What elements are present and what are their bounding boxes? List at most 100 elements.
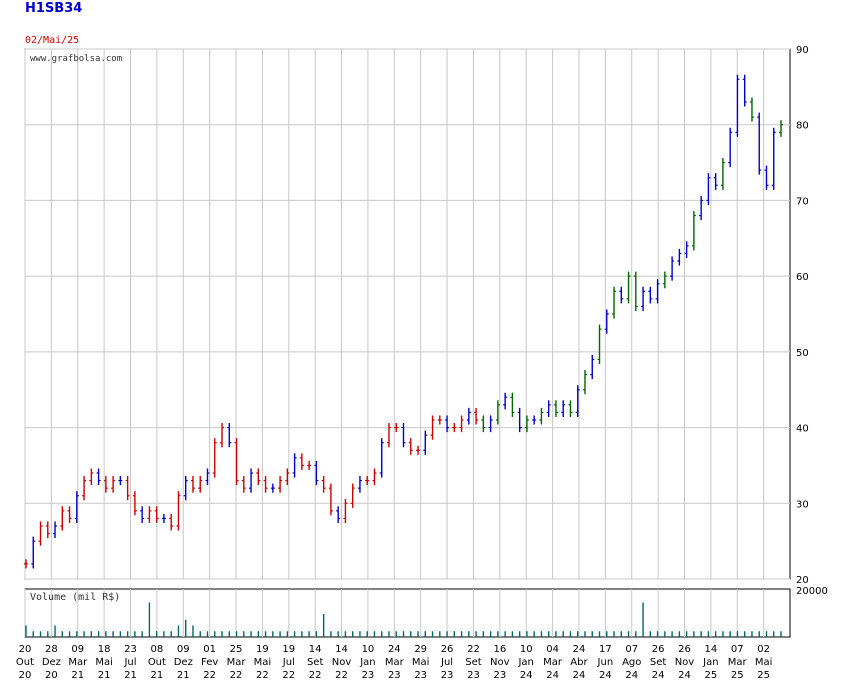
price-panel (24, 48, 791, 580)
x-tick-label: 28 (45, 644, 58, 655)
x-tick-label: 23 (441, 670, 454, 681)
x-tick-label: 21 (151, 670, 164, 681)
x-tick-label: Dez (174, 657, 193, 668)
x-tick-label: Ago (622, 657, 641, 668)
x-tick-label: 02 (757, 644, 770, 655)
x-tick-label: Set (650, 657, 667, 668)
x-tick-label: Nov (675, 657, 695, 668)
x-tick-label: 04 (546, 644, 559, 655)
x-tick-label: Dez (42, 657, 61, 668)
source-label: www.grafbolsa.com (30, 54, 122, 64)
x-tick-label: Mar (728, 657, 748, 668)
y-tick-label: 90 (796, 45, 809, 56)
y-axis: 90 80 70 60 50 40 30 20 (796, 45, 809, 586)
x-tick-label: Fev (201, 657, 218, 668)
x-tick-label: 18 (98, 644, 111, 655)
x-tick-label: Abr (570, 657, 588, 668)
x-tick-label: 24 (652, 670, 665, 681)
x-tick-label: Jan (359, 657, 375, 668)
x-tick-label: 23 (362, 670, 375, 681)
y-tick-label: 40 (796, 424, 809, 435)
x-tick-label: 22 (203, 670, 216, 681)
x-tick-label: 26 (441, 644, 454, 655)
x-tick-label: 23 (124, 644, 137, 655)
chart-title: H1SB34 (25, 1, 83, 16)
x-tick-label: 23 (388, 670, 401, 681)
x-tick-label: Set (307, 657, 324, 668)
x-tick-label: Jul (282, 657, 295, 668)
x-tick-label: 24 (388, 644, 401, 655)
x-tick-label: 26 (652, 644, 665, 655)
x-tick-label: 10 (362, 644, 375, 655)
y-tick-label: 60 (796, 272, 809, 283)
x-tick-label: Out (148, 657, 166, 668)
x-tick-label: 21 (124, 670, 137, 681)
x-tick-label: Jan (517, 657, 533, 668)
x-tick-label: 20 (19, 670, 32, 681)
x-tick-label: Mai (755, 657, 773, 668)
price-grid (24, 48, 790, 580)
x-tick-label: Nov (490, 657, 510, 668)
x-tick-label: 08 (151, 644, 164, 655)
x-tick-label: 22 (230, 670, 243, 681)
x-tick-label: 21 (98, 670, 111, 681)
x-tick-label: 01 (203, 644, 216, 655)
x-tick-label: 24 (520, 670, 533, 681)
x-tick-label: 19 (256, 644, 269, 655)
volume-label: Volume (mil R$) (30, 592, 120, 603)
x-tick-label: 17 (599, 644, 612, 655)
x-tick-label: 09 (71, 644, 84, 655)
x-tick-label: 19 (282, 644, 295, 655)
x-tick-label: Mar (227, 657, 247, 668)
x-tick-label: 07 (731, 644, 744, 655)
x-tick-label: Jul (440, 657, 453, 668)
x-tick-label: Mai (95, 657, 113, 668)
x-tick-label: Mar (543, 657, 563, 668)
volume-max-label: 20000 (796, 586, 828, 597)
x-tick-label: 14 (335, 644, 348, 655)
x-tick-label: 09 (177, 644, 190, 655)
x-tick-label: Out (16, 657, 34, 668)
y-tick-label: 50 (796, 348, 809, 359)
x-tick-label: 16 (493, 644, 506, 655)
x-axis: 20 Out 20 28 Dez 20 09 Mar 21 18 Mai 21 23 Jul 21 08 Out… (16, 644, 772, 681)
x-tick-label: Jun (597, 657, 614, 668)
price-series (24, 74, 783, 569)
x-tick-label: 24 (573, 670, 586, 681)
x-tick-label: 25 (704, 670, 717, 681)
x-tick-label: Set (465, 657, 482, 668)
chart-date: 02/Mai/25 (25, 35, 80, 46)
x-tick-label: 22 (309, 670, 322, 681)
x-tick-label: 14 (704, 644, 717, 655)
x-tick-label: 22 (282, 670, 295, 681)
volume-series (25, 602, 782, 637)
x-tick-label: 23 (467, 670, 480, 681)
x-tick-label: 07 (625, 644, 638, 655)
x-tick-label: Mai (254, 657, 272, 668)
x-tick-label: 23 (414, 670, 427, 681)
x-tick-label: Mar (385, 657, 405, 668)
x-tick-label: 25 (731, 670, 744, 681)
x-tick-label: 25 (230, 644, 243, 655)
x-tick-label: 22 (335, 670, 348, 681)
x-tick-label: 14 (309, 644, 322, 655)
x-tick-label: 21 (71, 670, 84, 681)
x-tick-label: 24 (625, 670, 638, 681)
x-tick-label: 24 (599, 670, 612, 681)
x-tick-label: Mai (412, 657, 430, 668)
x-tick-label: 24 (678, 670, 691, 681)
x-tick-label: 24 (573, 644, 586, 655)
x-tick-label: Jan (702, 657, 718, 668)
x-tick-label: 21 (177, 670, 190, 681)
y-tick-label: 80 (796, 121, 809, 132)
x-tick-label: 10 (520, 644, 533, 655)
volume-grid (24, 589, 765, 637)
y-tick-label: 20 (796, 575, 809, 586)
x-tick-label: Mar (68, 657, 88, 668)
x-tick-label: 20 (19, 644, 32, 655)
x-tick-label: 23 (493, 670, 506, 681)
x-tick-label: 29 (414, 644, 427, 655)
x-tick-label: 24 (546, 670, 559, 681)
volume-panel (24, 588, 791, 638)
